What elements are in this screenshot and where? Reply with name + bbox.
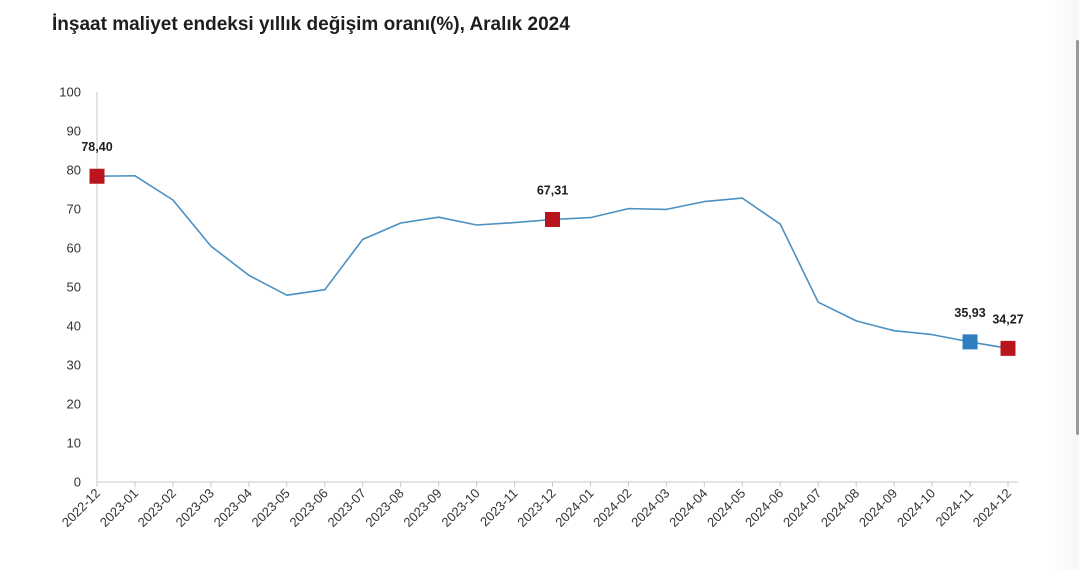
- x-tick-label: 2023-08: [362, 486, 406, 530]
- x-tick-label: 2023-06: [287, 486, 331, 530]
- series-lines: [96, 175, 1009, 350]
- highlight-markers: [89, 168, 1016, 356]
- x-tick-label: 2023-04: [211, 486, 255, 530]
- y-tick-label: 90: [67, 124, 81, 139]
- highlight-marker: [89, 168, 105, 184]
- chart-axes: [96, 92, 1018, 483]
- x-tick-label: 2024-02: [590, 486, 634, 530]
- x-tick-label: 2023-05: [249, 486, 293, 530]
- x-tick-label: 2023-09: [400, 486, 444, 530]
- data-labels: 78,40 67,31 35,93 34,27: [81, 140, 1023, 326]
- x-axis-ticks: 2022-122023-012023-022023-032023-042023-…: [59, 482, 1014, 530]
- y-tick-label: 100: [59, 85, 81, 100]
- x-tick-label: 2024-05: [704, 486, 748, 530]
- x-tick-label: 2024-09: [856, 486, 900, 530]
- x-tick-label: 2024-04: [666, 486, 710, 530]
- x-tick-label: 2023-12: [514, 486, 558, 530]
- x-tick-label: 2023-07: [324, 486, 368, 530]
- x-tick-label: 2024-10: [894, 486, 938, 530]
- x-tick-label: 2024-03: [628, 486, 672, 530]
- x-tick-label: 2024-11: [932, 486, 976, 530]
- highlight-marker: [1000, 340, 1016, 356]
- y-tick-label: 60: [67, 241, 81, 256]
- highlight-marker: [545, 211, 560, 227]
- x-tick-label: 2023-01: [97, 486, 141, 530]
- y-tick-label: 70: [67, 202, 81, 217]
- x-tick-label: 2022-12: [59, 486, 103, 530]
- data-label: 34,27: [992, 312, 1023, 326]
- right-edge-strip: [1049, 0, 1079, 570]
- x-tick-label: 2024-01: [552, 486, 596, 530]
- x-tick-label: 2023-03: [173, 486, 217, 530]
- x-tick-label: 2024-08: [818, 486, 862, 530]
- highlight-marker: [962, 334, 978, 350]
- x-tick-label: 2023-10: [438, 486, 482, 530]
- scrollbar-thumb[interactable]: [1076, 40, 1079, 435]
- y-axis-ticks: 0 10 20 30 40 50 60 70 80 90 100: [59, 85, 81, 490]
- x-tick-label: 2024-07: [780, 486, 824, 530]
- y-tick-label: 0: [74, 475, 81, 490]
- y-tick-label: 50: [67, 280, 81, 295]
- y-tick-label: 10: [67, 436, 81, 451]
- data-label: 78,40: [81, 140, 112, 154]
- y-tick-label: 80: [67, 163, 81, 178]
- y-tick-label: 20: [67, 397, 81, 412]
- y-tick-label: 30: [67, 358, 81, 373]
- series-line: [96, 175, 1009, 350]
- x-tick-label: 2023-11: [477, 486, 521, 530]
- data-label: 67,31: [537, 183, 568, 197]
- x-tick-label: 2024-12: [970, 486, 1014, 530]
- data-label: 35,93: [954, 306, 985, 320]
- page-title: İnşaat maliyet endeksi yıllık değişim or…: [52, 14, 570, 35]
- x-tick-label: 2024-06: [742, 486, 786, 530]
- x-tick-label: 2023-02: [135, 486, 179, 530]
- y-tick-label: 40: [67, 319, 81, 334]
